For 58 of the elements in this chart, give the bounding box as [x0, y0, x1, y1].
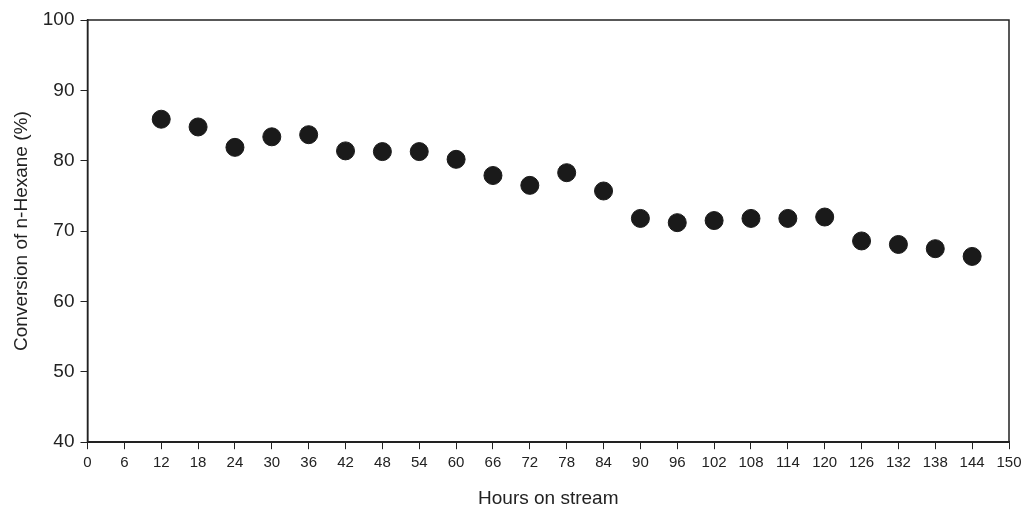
point — [483, 166, 503, 186]
point — [409, 142, 429, 162]
point — [778, 208, 798, 228]
x-tick-label: 126 — [849, 453, 875, 471]
point — [888, 234, 908, 254]
y-tick-label: 50 — [53, 360, 75, 382]
x-tick-label: 66 — [484, 453, 502, 471]
point — [741, 208, 761, 228]
x-tick-label: 102 — [701, 453, 727, 471]
x-tick-label: 54 — [410, 453, 428, 471]
x-tick-label: 144 — [959, 453, 985, 471]
x-tick-label: 12 — [152, 453, 170, 471]
x-tick-label: 36 — [300, 453, 317, 471]
y-tick-label: 70 — [53, 219, 75, 241]
x-tick-label: 90 — [632, 453, 649, 471]
x-tick-label: 108 — [738, 453, 764, 471]
x-tick-label: 96 — [668, 453, 686, 471]
point — [372, 142, 392, 162]
point — [336, 141, 356, 161]
point — [667, 213, 687, 233]
x-tick-label: 6 — [120, 453, 129, 471]
x-tick-label: 42 — [337, 453, 354, 471]
x-tick-label: 0 — [83, 453, 92, 471]
x-tick-label: 60 — [447, 453, 465, 471]
point — [704, 211, 724, 231]
point — [815, 207, 835, 227]
x-tick-label: 78 — [558, 453, 576, 471]
x-tick-label: 18 — [189, 453, 207, 471]
y-tick-label: 80 — [53, 148, 75, 170]
x-tick-label: 30 — [263, 453, 281, 471]
point — [446, 149, 466, 169]
point — [557, 163, 577, 183]
y-tick-label: 100 — [42, 8, 75, 30]
x-axis-title: Hours on stream — [478, 486, 619, 508]
point — [188, 117, 208, 137]
point — [299, 125, 319, 145]
point — [151, 109, 171, 129]
point — [262, 127, 282, 147]
x-tick-label: 138 — [922, 453, 948, 471]
point — [225, 137, 245, 157]
point — [520, 175, 540, 195]
point — [962, 246, 982, 266]
point — [925, 239, 945, 259]
point — [630, 208, 650, 228]
y-axis-title: Conversion of n-Hexane (%) — [9, 111, 31, 351]
x-tick-label: 84 — [595, 453, 612, 471]
x-tick-label: 24 — [226, 453, 244, 471]
point — [594, 181, 614, 201]
x-tick-label: 72 — [521, 453, 539, 471]
x-tick-label: 48 — [374, 453, 391, 471]
point — [852, 231, 872, 251]
x-tick-label: 120 — [812, 453, 838, 471]
x-tick-label: 114 — [775, 453, 800, 471]
y-tick-label: 60 — [53, 289, 75, 311]
x-tick-label: 150 — [996, 453, 1022, 471]
x-tick-label: 132 — [885, 453, 911, 471]
y-tick-label: 40 — [53, 430, 75, 452]
y-tick-label: 90 — [53, 78, 75, 100]
